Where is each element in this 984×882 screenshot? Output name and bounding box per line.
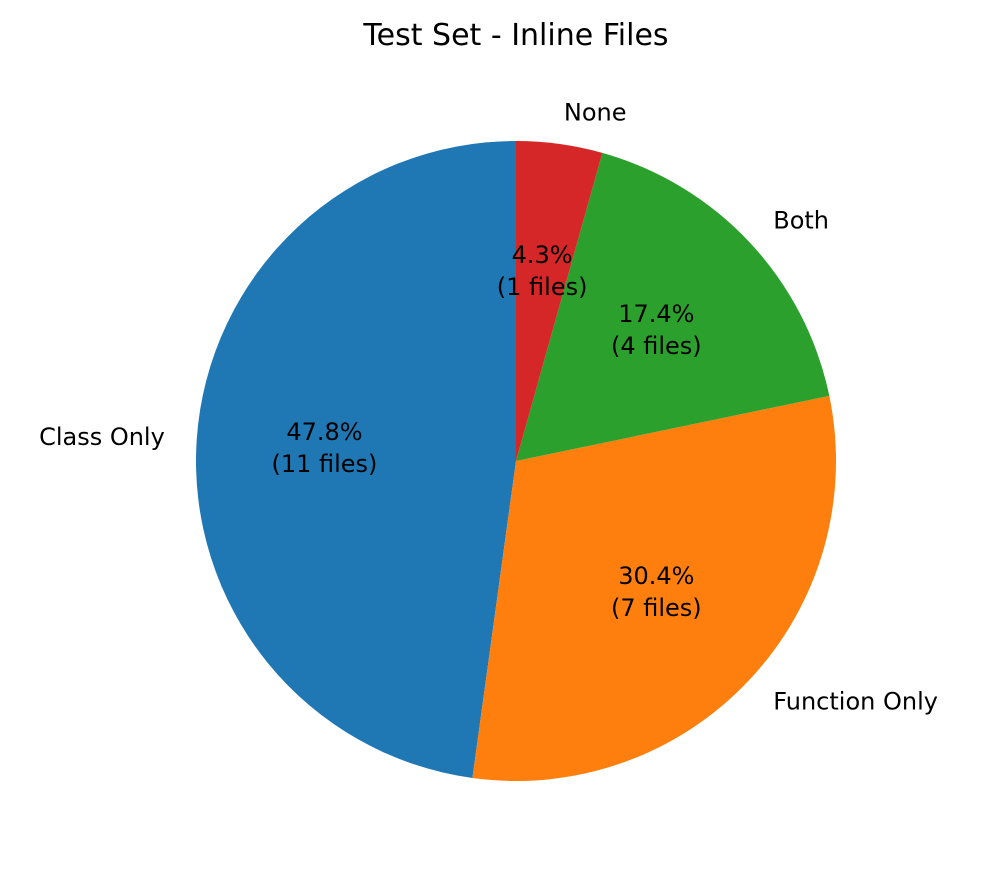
pie-slices xyxy=(195,141,836,781)
slice-count-none: (1 files) xyxy=(497,273,588,301)
slice-label-none: None xyxy=(564,98,627,126)
slice-count-both: (4 files) xyxy=(611,332,702,360)
slice-label-function-only: Function Only xyxy=(773,687,938,715)
slice-label-class-only: Class Only xyxy=(39,423,165,451)
slice-count-class-only: (11 files) xyxy=(271,450,377,478)
slice-percent-function-only: 30.4% xyxy=(618,562,694,590)
chart-title: Test Set - Inline Files xyxy=(362,18,668,53)
slice-count-function-only: (7 files) xyxy=(611,594,702,622)
pie-labels: Class Only 47.8% (11 files) Function Only 30… xyxy=(39,98,938,715)
slice-label-both: Both xyxy=(773,207,829,235)
slice-percent-none: 4.3% xyxy=(512,241,573,269)
pie-slice-class-only xyxy=(195,141,517,779)
pie-slice-none xyxy=(516,141,603,461)
slice-percent-both: 17.4% xyxy=(618,300,694,328)
slice-percent-class-only: 47.8% xyxy=(286,418,362,446)
pie-slice-function-only xyxy=(472,395,836,781)
pie-slice-both xyxy=(516,152,830,462)
